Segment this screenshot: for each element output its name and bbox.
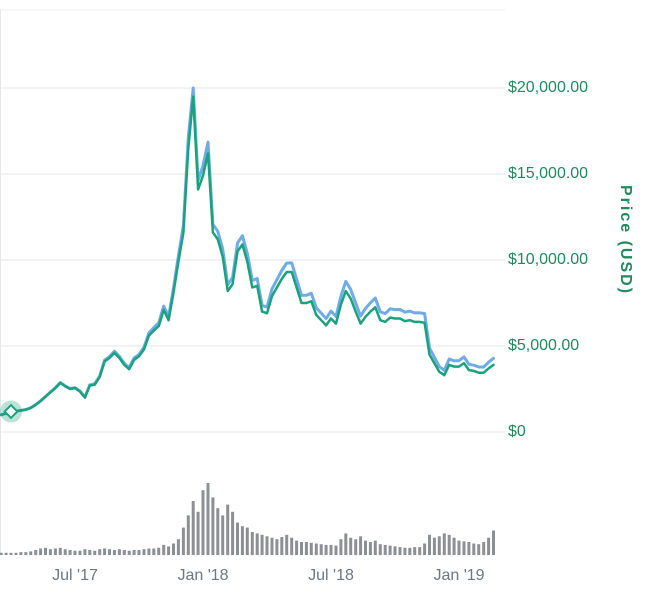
y-axis-tick-label: $10,000.00 [508, 251, 589, 268]
y-axis-tick-label: $5,000.00 [508, 337, 580, 354]
secondary-line [0, 86, 495, 417]
y-axis-title: Price (USD) [617, 185, 634, 296]
volume-bars [0, 483, 495, 555]
diamond-point-icon [3, 403, 19, 420]
x-axis-tick-label: Jul '18 [308, 567, 354, 584]
x-axis-tick-label: Jan '18 [177, 567, 229, 584]
gridlines [0, 9, 505, 555]
hover-marker [0, 400, 22, 423]
price-line [0, 95, 495, 417]
y-axis-tick-label: $20,000.00 [508, 79, 589, 96]
y-axis-tick-label: $15,000.00 [508, 165, 589, 182]
y-axis-tick-label: $0 [508, 423, 526, 440]
x-axis-tick-label: Jul '17 [52, 567, 98, 584]
x-axis-tick-label: Jan '19 [433, 567, 485, 584]
